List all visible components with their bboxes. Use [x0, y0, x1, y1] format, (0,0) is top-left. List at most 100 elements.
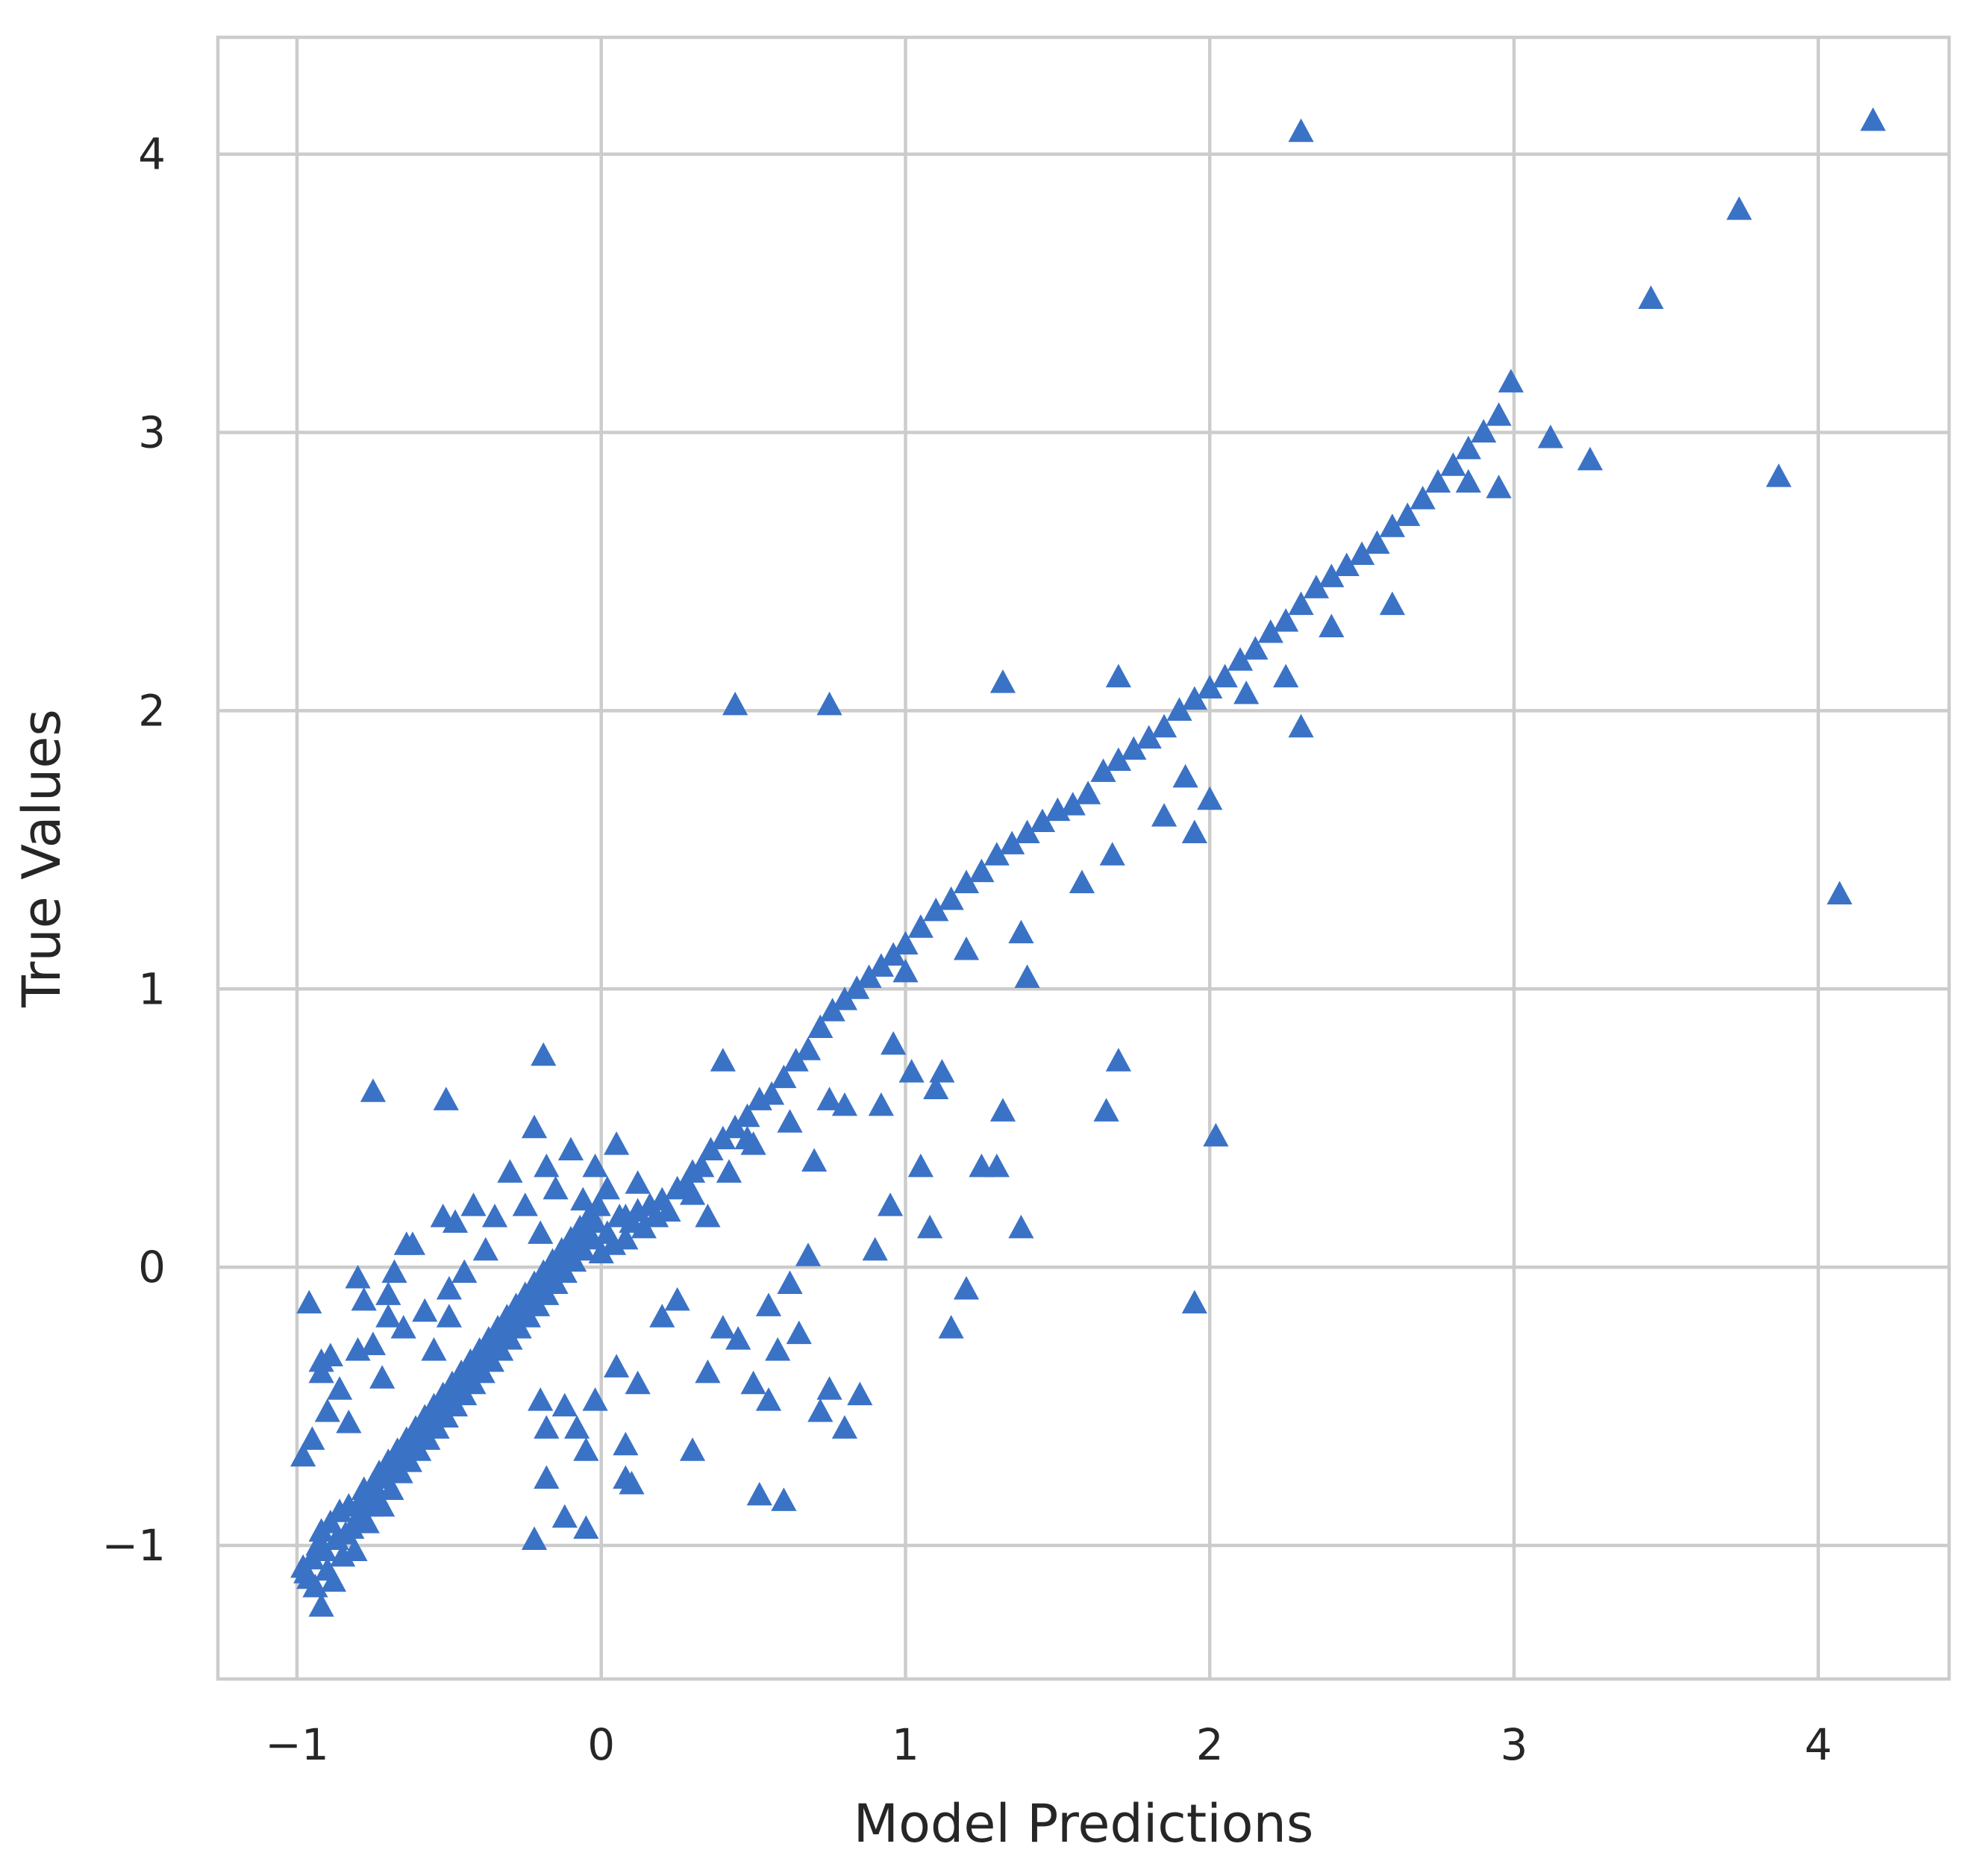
data-point — [1181, 819, 1207, 843]
data-point — [689, 1153, 715, 1178]
data-point — [588, 1239, 614, 1263]
data-point — [1577, 446, 1603, 471]
data-point — [664, 1286, 690, 1311]
data-point — [613, 1204, 639, 1228]
data-point — [777, 1270, 803, 1295]
data-point — [481, 1204, 508, 1228]
x-tick-label: 3 — [1500, 1719, 1527, 1770]
data-point — [1197, 675, 1223, 699]
data-point — [433, 1086, 459, 1110]
data-point — [831, 1415, 858, 1439]
data-point — [1212, 663, 1238, 688]
x-tick-label: 1 — [892, 1719, 919, 1770]
data-point — [1008, 1214, 1034, 1239]
data-point — [710, 1315, 736, 1339]
plot-frame — [216, 35, 1951, 1681]
x-tick-label: 4 — [1804, 1719, 1832, 1770]
data-point — [740, 1370, 766, 1395]
data-point — [999, 831, 1025, 854]
data-point — [1151, 713, 1178, 738]
data-point — [1319, 613, 1345, 638]
data-point — [308, 1593, 334, 1617]
x-tick-labels: −1 0 1 2 3 4 — [265, 1719, 1832, 1770]
data-point — [795, 1037, 822, 1060]
data-point — [299, 1545, 325, 1570]
data-point — [1379, 591, 1405, 616]
x-axis-label: Model Predictions — [854, 1793, 1314, 1854]
data-point — [512, 1192, 538, 1216]
data-point — [725, 1326, 751, 1350]
data-point — [326, 1376, 353, 1400]
y-tick-label: 3 — [138, 407, 166, 457]
data-point — [679, 1181, 706, 1205]
data-point — [557, 1136, 584, 1161]
data-point — [1827, 881, 1853, 904]
data-point — [1379, 513, 1405, 537]
data-point — [1860, 107, 1886, 131]
data-point — [460, 1192, 487, 1216]
data-point — [923, 1075, 949, 1099]
data-point — [969, 858, 995, 883]
data-point — [916, 1214, 943, 1239]
data-point — [1181, 686, 1207, 710]
data-point — [892, 958, 919, 983]
data-point — [1273, 663, 1299, 688]
data-point — [570, 1186, 596, 1211]
data-point — [801, 1148, 828, 1172]
data-point — [564, 1415, 590, 1439]
x-tick-label: −1 — [265, 1719, 329, 1770]
data-point — [1486, 402, 1512, 426]
data-point — [436, 1275, 462, 1300]
data-point — [649, 1304, 675, 1328]
data-point — [336, 1409, 362, 1433]
data-point — [807, 1014, 834, 1038]
data-point — [989, 669, 1016, 693]
data-point — [582, 1209, 608, 1233]
data-point — [604, 1354, 630, 1378]
data-point — [953, 869, 980, 894]
data-point — [679, 1437, 706, 1461]
data-point — [625, 1370, 651, 1395]
data-point — [604, 1131, 630, 1155]
data-point — [613, 1225, 639, 1250]
data-point — [655, 1198, 681, 1222]
data-point — [1766, 463, 1792, 487]
data-point — [1410, 485, 1436, 510]
data-point — [734, 1125, 760, 1150]
data-point — [1303, 575, 1330, 598]
data-point — [314, 1398, 340, 1422]
data-point — [1105, 663, 1131, 688]
data-point — [716, 1159, 742, 1183]
data-point — [1227, 647, 1254, 671]
data-point — [1288, 118, 1314, 143]
data-point — [777, 1109, 803, 1133]
data-point — [542, 1175, 569, 1200]
data-point — [1166, 697, 1192, 721]
data-point — [1203, 1122, 1229, 1147]
y-tick-label: 4 — [138, 129, 166, 180]
data-point — [451, 1259, 478, 1284]
data-point — [1075, 781, 1101, 804]
data-point — [710, 1048, 736, 1072]
data-point — [342, 1537, 368, 1561]
data-point — [594, 1175, 620, 1200]
data-point — [1333, 552, 1360, 576]
data-point — [375, 1304, 401, 1328]
data-point — [695, 1204, 721, 1228]
data-point — [534, 1153, 560, 1178]
data-point — [1348, 541, 1375, 566]
data-point — [1498, 369, 1524, 393]
data-point — [938, 886, 964, 910]
data-point — [831, 1092, 858, 1116]
y-tick-label: 0 — [138, 1242, 166, 1292]
data-point — [795, 1242, 822, 1266]
data-point — [862, 1236, 888, 1261]
data-point — [816, 691, 842, 716]
data-point — [765, 1337, 791, 1361]
data-point — [1069, 869, 1095, 894]
data-point — [907, 1153, 934, 1178]
data-point — [868, 1092, 894, 1116]
data-point — [299, 1426, 325, 1450]
data-point — [816, 1376, 842, 1400]
